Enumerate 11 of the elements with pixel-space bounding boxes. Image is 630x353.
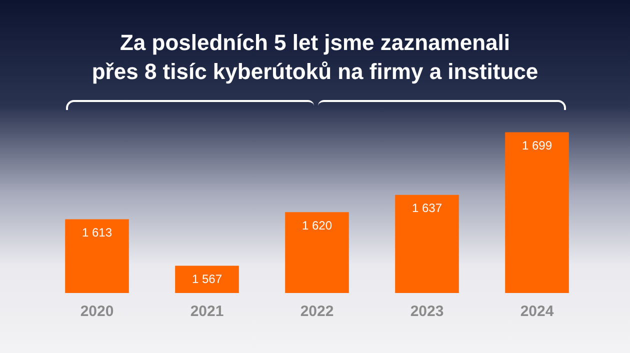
data-label: 1 620: [302, 218, 332, 232]
chart-title: Za posledních 5 let jsme zaznamenali přes 8 tisíc kyberútoků na firmy a instituce: [90, 29, 540, 86]
data-label: 1 699: [522, 138, 552, 153]
x-tick-label: 2024: [520, 303, 554, 320]
x-tick-label: 2021: [190, 303, 224, 320]
x-tick-label: 2020: [80, 303, 114, 320]
data-label: 1 637: [412, 201, 442, 216]
data-label: 1 613: [82, 226, 112, 240]
x-tick-label: 2022: [300, 303, 334, 320]
data-label: 1 567: [192, 272, 222, 286]
x-tick-label: 2023: [410, 303, 444, 320]
